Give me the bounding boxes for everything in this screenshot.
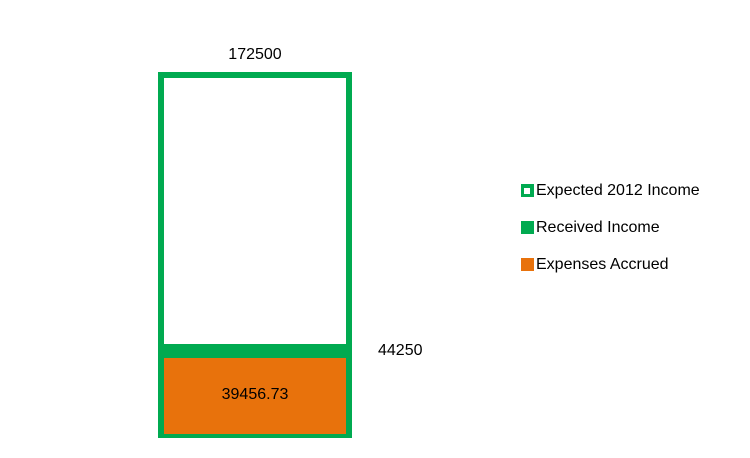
legend-item-expected-2012-income[interactable]: Expected 2012 Income (521, 181, 700, 199)
legend-item-expenses-accrued[interactable]: Expenses Accrued (521, 255, 700, 273)
legend-label-received-income: Received Income (536, 218, 660, 236)
legend-label-expected-income: Expected 2012 Income (536, 181, 700, 199)
legend-swatch-expected-income-icon (521, 183, 534, 197)
legend-item-received-income[interactable]: Received Income (521, 218, 700, 236)
legend-label-expenses-accrued: Expenses Accrued (536, 255, 669, 273)
legend-swatch-received-income-icon (521, 220, 534, 234)
expenses-accrued-bar[interactable] (164, 358, 346, 434)
received-income-data-label: 44250 (378, 342, 423, 359)
expenses-accrued-data-label: 39456.73 (221, 386, 289, 403)
expected-income-data-label: 172500 (228, 46, 282, 63)
legend-swatch-expenses-accrued-icon (521, 257, 534, 271)
chart-legend: Expected 2012 Income Received Income Exp… (521, 181, 700, 273)
